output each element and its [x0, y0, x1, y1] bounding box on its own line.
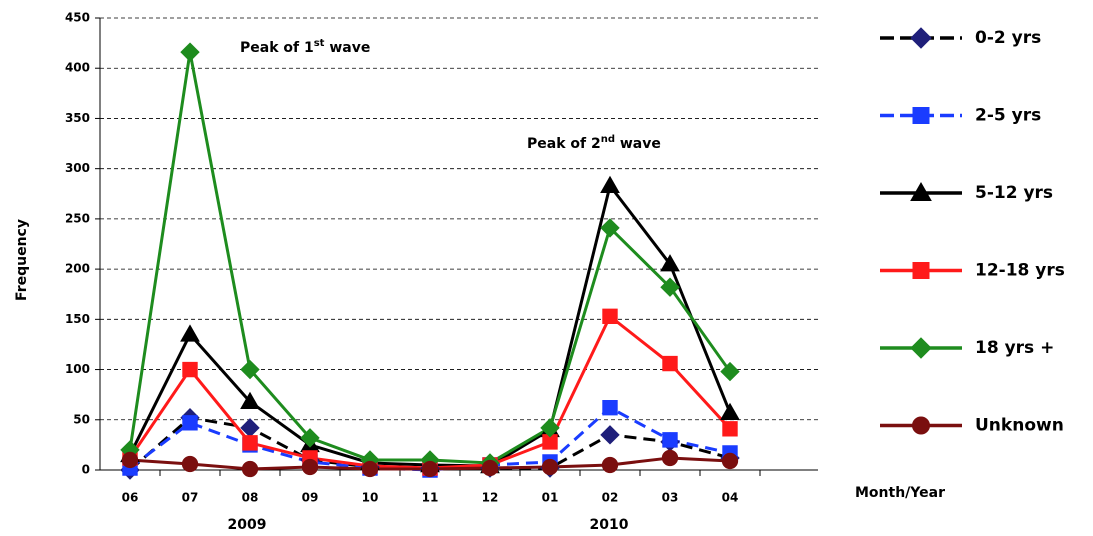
marker [121, 451, 139, 469]
year-label: 2009 [228, 517, 267, 533]
marker [601, 456, 619, 474]
marker [181, 455, 199, 473]
marker [242, 435, 258, 451]
marker [602, 400, 618, 416]
x-tick-label: 01 [542, 491, 559, 505]
marker [722, 421, 738, 437]
annotation-part: st [314, 38, 325, 49]
y-axis-label: Frequency [14, 219, 30, 301]
marker [540, 418, 560, 438]
y-tick-label: 350 [65, 111, 90, 125]
annotation: Peak of 2nd wave [527, 134, 661, 153]
marker [241, 460, 259, 478]
legend-marker [912, 416, 930, 435]
x-tick-label: 03 [662, 491, 679, 505]
x-tick-label: 10 [362, 491, 379, 505]
legend-label: Unknown [975, 416, 1064, 436]
marker [721, 452, 739, 470]
legend-label: 0-2 yrs [975, 28, 1041, 48]
y-tick-label: 0 [82, 463, 90, 477]
series-line [128, 51, 732, 465]
marker [662, 432, 678, 448]
x-tick-label: 02 [602, 491, 619, 505]
series-line [128, 313, 732, 470]
marker [600, 175, 620, 193]
y-tick-label: 450 [65, 11, 90, 25]
legend-label: 12-18 yrs [975, 261, 1065, 281]
x-tick-label: 11 [422, 491, 439, 505]
annotation-part: nd [601, 134, 615, 145]
x-tick-label: 12 [482, 491, 499, 505]
x-tick-label: 08 [242, 491, 259, 505]
annotation-part: Peak of 2 [527, 136, 601, 152]
legend-label: 2-5 yrs [975, 106, 1041, 126]
legend-marker [912, 262, 930, 279]
marker [301, 458, 319, 476]
y-tick-label: 250 [65, 211, 90, 225]
annotation-part: wave [615, 136, 661, 152]
marker [180, 324, 200, 342]
legend-marker [910, 181, 932, 201]
marker [720, 402, 740, 420]
x-tick-label: 07 [182, 491, 199, 505]
marker [240, 359, 260, 380]
year-label: 2010 [590, 517, 629, 533]
y-tick-label: 300 [65, 161, 90, 175]
y-tick-label: 150 [65, 312, 90, 326]
marker [660, 254, 680, 272]
y-tick-label: 100 [65, 362, 90, 376]
series-line [129, 405, 731, 472]
marker [300, 428, 320, 448]
marker [182, 415, 198, 431]
annotation-part: Peak of 1 [240, 40, 314, 56]
x-tick-label: 09 [302, 491, 319, 505]
legend-marker [910, 337, 932, 359]
x-tick-label: 06 [122, 491, 139, 505]
annotation: Peak of 1st wave [240, 38, 370, 57]
marker [421, 460, 439, 478]
annotation-part: wave [324, 40, 370, 56]
y-tick-label: 50 [73, 412, 90, 426]
marker [182, 361, 198, 378]
marker [660, 277, 680, 297]
legend-marker [910, 27, 932, 49]
legend-label: 18 yrs + [975, 338, 1054, 358]
marker [361, 460, 379, 478]
y-tick-label: 200 [65, 262, 90, 276]
marker [481, 459, 499, 477]
marker [600, 425, 620, 445]
legend-label: 5-12 yrs [975, 183, 1053, 203]
x-tick-label: 04 [722, 491, 739, 505]
marker [600, 218, 620, 238]
marker [180, 42, 200, 62]
x-axis-label: Month/Year [855, 485, 945, 501]
marker [661, 449, 679, 467]
marker [662, 355, 678, 372]
marker [541, 458, 559, 476]
marker [720, 361, 740, 382]
y-tick-label: 400 [65, 61, 90, 75]
marker [602, 308, 618, 325]
legend-marker [912, 107, 930, 124]
marker [240, 391, 260, 409]
